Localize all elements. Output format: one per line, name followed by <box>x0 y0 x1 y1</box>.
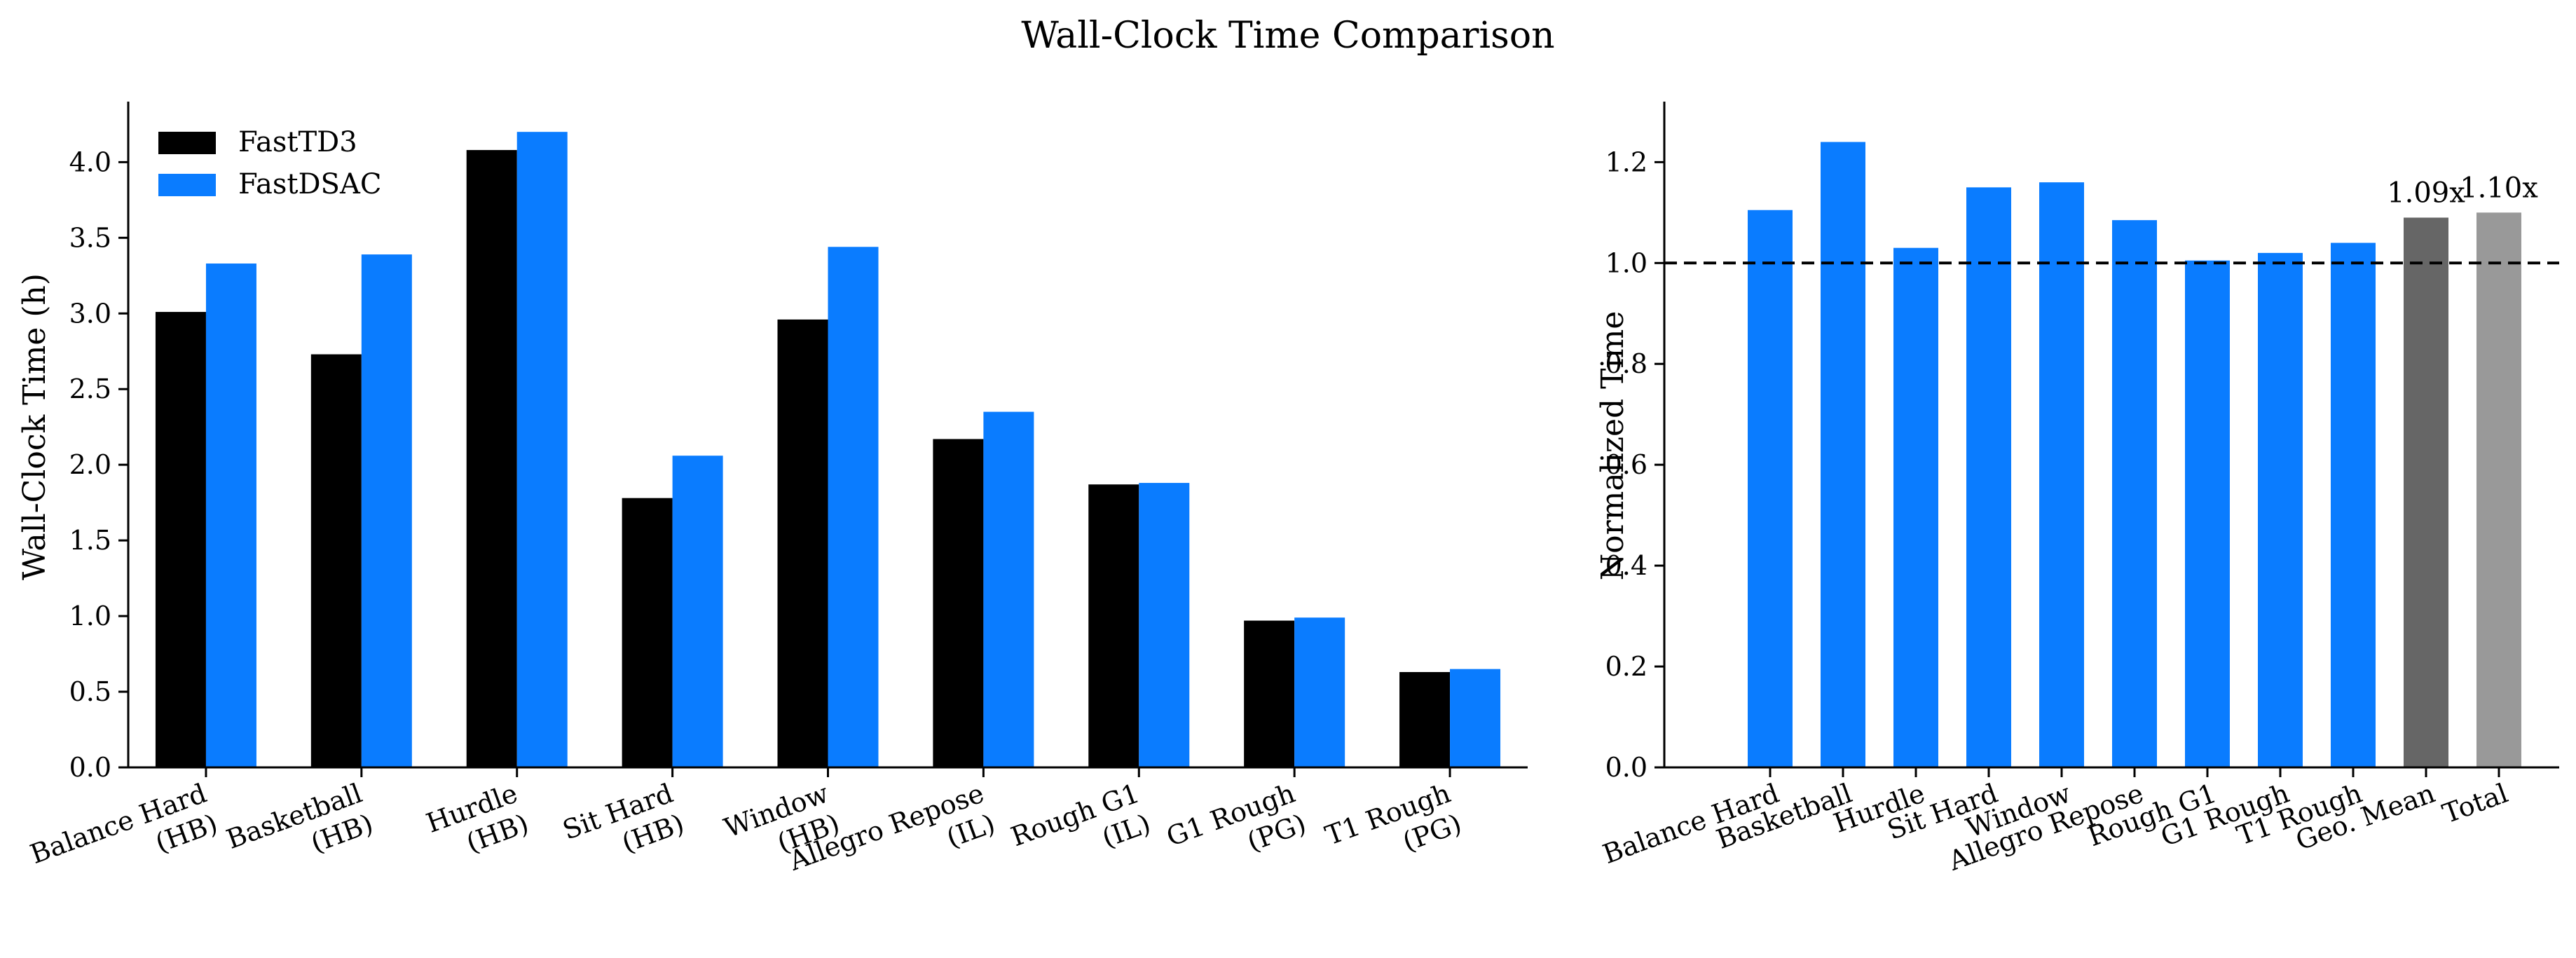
x-tick-label-basketball: Basketball(HB) <box>222 778 377 859</box>
bar-normalized-window <box>2039 182 2084 768</box>
x-tick-label-balance-hard: Balance Hard(HB) <box>26 778 221 870</box>
annotation-geo-mean: 1.09x <box>2387 177 2465 210</box>
bar-normalized-hurdle <box>1893 247 1938 767</box>
bar-fasttd3-balance-hard <box>155 312 206 767</box>
bar-fastdsac-balance-hard <box>205 264 256 768</box>
left-y-tick-label: 1.5 <box>69 525 111 556</box>
bar-fasttd3-g1-rough <box>1244 620 1295 767</box>
right-axes <box>1663 102 2559 769</box>
x-tick-label-sit-hard: Sit Hard(HB) <box>559 778 688 859</box>
x-tick-label-total: Total <box>2439 778 2512 830</box>
bar-fastdsac-rough-g1 <box>1139 483 1190 767</box>
left-y-tick-label: 3.0 <box>69 298 111 329</box>
bar-fastdsac-basketball <box>361 254 412 767</box>
legend-label-fastdsac: FastDSAC <box>238 168 381 200</box>
bar-normalized-allegro-repose <box>2112 220 2157 767</box>
bar-normalized-sit-hard <box>1966 187 2011 767</box>
right-y-tick-label: 0.2 <box>1605 651 1647 682</box>
legend: FastTD3 FastDSAC <box>158 126 381 200</box>
bar-fasttd3-t1-rough <box>1399 671 1451 767</box>
right-y-tick-label: 0.0 <box>1605 752 1647 783</box>
bar-fasttd3-allegro-repose <box>933 439 984 767</box>
left-y-tick-label: 0.5 <box>69 676 111 707</box>
bar-fasttd3-rough-g1 <box>1088 484 1139 767</box>
bar-fastdsac-sit-hard <box>672 456 723 767</box>
bar-fastdsac-window <box>828 247 879 768</box>
left-y-tick-label: 0.0 <box>69 752 111 783</box>
left-y-tick-label: 4.0 <box>69 146 111 177</box>
figure-title: Wall-Clock Time Comparison <box>1021 15 1554 57</box>
right-y-tick-label: 0.6 <box>1605 449 1647 480</box>
left-bars <box>155 132 1501 768</box>
bar-fastdsac-hurdle <box>516 132 568 767</box>
left-y-axis-label: Wall-Clock Time (h) <box>17 273 53 580</box>
x-tick-label-t1-rough: T1 Rough(PG) <box>1321 778 1465 858</box>
annotation-total: 1.10x <box>2460 172 2538 204</box>
legend-label-fasttd3: FastTD3 <box>238 126 357 158</box>
legend-swatch-fasttd3 <box>158 132 216 154</box>
left-y-tick-label: 1.0 <box>69 601 111 631</box>
left-y-tick-label: 2.0 <box>69 449 111 480</box>
right-y-tick-label: 0.8 <box>1605 348 1647 379</box>
left-x-ticks: Balance Hard(HB) Basketball(HB) Hurdle(HB)… <box>26 767 1465 877</box>
legend-swatch-fastdsac <box>158 174 216 196</box>
right-y-axis-label: Normalized Time <box>1595 311 1631 581</box>
x-tick-label-text: Total <box>2439 778 2512 830</box>
bar-normalized-t1-rough <box>2331 242 2376 767</box>
bar-fasttd3-hurdle <box>466 150 517 767</box>
bar-fastdsac-t1-rough <box>1450 669 1501 767</box>
left-y-ticks: 0.0 0.5 1.0 1.5 2.0 2.5 3.0 3.5 4.0 <box>69 146 128 783</box>
right-y-tick-label: 1.2 <box>1605 146 1647 177</box>
right-y-ticks: 0.0 0.2 0.4 0.6 0.8 1.0 1.2 <box>1605 146 1664 783</box>
bar-fasttd3-window <box>777 319 828 768</box>
left-y-tick-label: 3.5 <box>69 222 111 253</box>
bar-normalized-geo-mean <box>2404 217 2448 768</box>
bar-normalized-basketball <box>1821 142 1865 768</box>
left-y-tick-label: 2.5 <box>69 374 111 404</box>
x-tick-label-g1-rough: G1 Rough(PG) <box>1163 778 1310 858</box>
bar-normalized-total <box>2476 212 2521 767</box>
bar-normalized-g1-rough <box>2258 252 2303 768</box>
bar-fasttd3-basketball <box>310 354 362 767</box>
right-y-tick-label: 0.4 <box>1605 550 1647 581</box>
bar-normalized-balance-hard <box>1748 210 1793 767</box>
left-chart: 0.0 0.5 1.0 1.5 2.0 2.5 3.0 3.5 4.0 Balance Hard… <box>17 102 1528 877</box>
bar-fasttd3-sit-hard <box>622 498 673 767</box>
right-chart: 0.0 0.2 0.4 0.6 0.8 1.0 1.2 Balance HardBasket… <box>1595 102 2559 877</box>
right-y-tick-label: 1.0 <box>1605 247 1647 278</box>
bar-normalized-rough-g1 <box>2185 260 2230 767</box>
bar-fastdsac-allegro-repose <box>983 411 1034 767</box>
right-bars <box>1748 142 2521 768</box>
x-tick-label-rough-g1: Rough G1(IL) <box>1007 778 1155 854</box>
x-tick-label-hurdle: Hurdle(HB) <box>423 778 533 859</box>
bar-fastdsac-g1-rough <box>1294 617 1345 767</box>
